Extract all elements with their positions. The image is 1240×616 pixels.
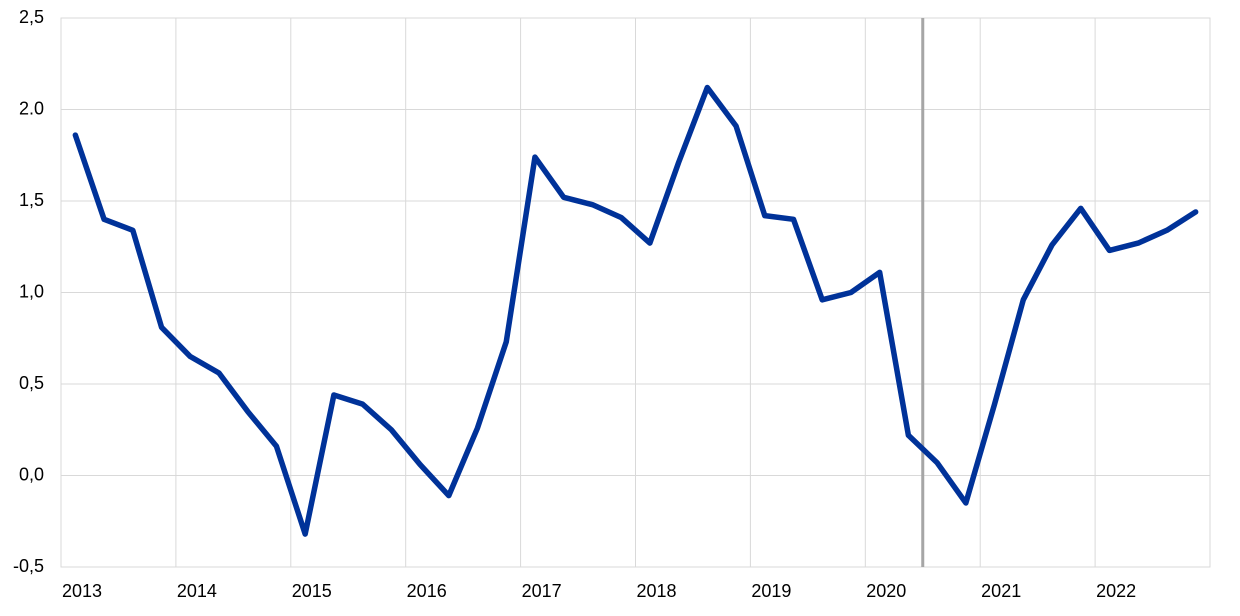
x-tick-label: 2019 <box>751 581 791 601</box>
x-tick-label: 2016 <box>407 581 447 601</box>
y-tick-label: 0,0 <box>19 464 44 484</box>
y-tick-label: -0,5 <box>13 556 44 576</box>
data-line <box>72 84 1199 537</box>
y-tick-label: 2,5 <box>19 7 44 27</box>
x-tick-label: 2018 <box>636 581 676 601</box>
x-tick-label: 2017 <box>522 581 562 601</box>
x-tick-label: 2022 <box>1096 581 1136 601</box>
y-tick-label: 2.0 <box>19 98 44 118</box>
x-tick-label: 2015 <box>292 581 332 601</box>
y-tick-label: 0,5 <box>19 373 44 393</box>
x-tick-label: 2013 <box>62 581 102 601</box>
x-tick-label: 2021 <box>981 581 1021 601</box>
y-tick-label: 1,5 <box>19 190 44 210</box>
x-tick-label: 2020 <box>866 581 906 601</box>
y-tick-label: 1,0 <box>19 281 44 301</box>
x-tick-label: 2014 <box>177 581 217 601</box>
